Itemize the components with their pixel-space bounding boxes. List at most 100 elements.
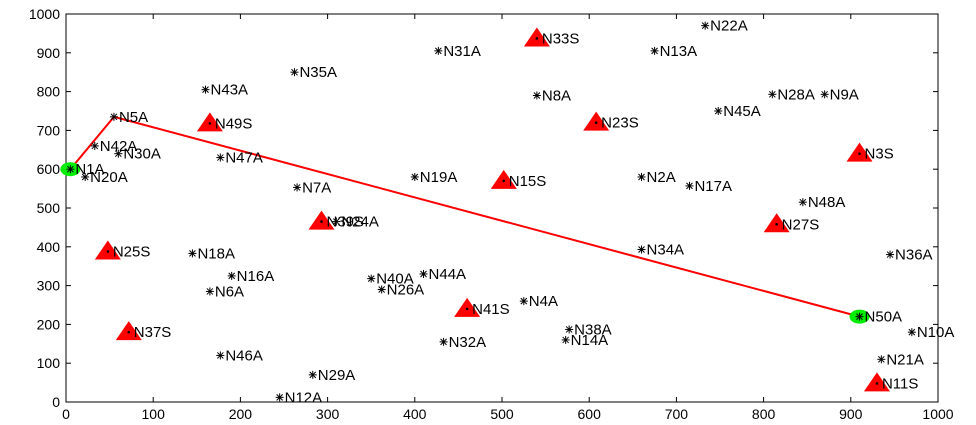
sensor-triangle (196, 112, 223, 132)
star-stroke (114, 150, 122, 158)
node-star (637, 245, 646, 254)
node-label: N6A (215, 283, 244, 300)
node-label: N44A (429, 266, 467, 283)
node-label: N2A (647, 169, 676, 186)
star-stroke (378, 286, 386, 293)
sensor-center-dot (594, 121, 598, 124)
y-tick-label: 900 (37, 45, 61, 61)
node-label: N49S (215, 115, 253, 132)
star-stroke (856, 313, 863, 320)
node-label: N9A (830, 86, 859, 103)
node-label: N4A (529, 293, 558, 310)
star-stroke (714, 107, 722, 115)
star-stroke (799, 198, 807, 206)
y-tick-label: 600 (37, 161, 61, 177)
x-tick-label: 300 (316, 406, 340, 422)
node-label: N18A (197, 245, 235, 262)
sensor-triangle (583, 111, 610, 131)
node-label: N27S (782, 216, 820, 233)
star-stroke (638, 173, 645, 181)
route-line (69, 115, 860, 318)
node-label: N38A (574, 321, 612, 338)
node-label: N32A (449, 334, 487, 351)
sensor-center-dot (208, 122, 212, 125)
sensor-triangle (490, 169, 517, 189)
node-label: N43A (211, 82, 249, 99)
node-star (216, 153, 225, 162)
node-label: N25S (113, 243, 151, 260)
star-stroke (367, 275, 375, 282)
node-label: N45A (723, 103, 761, 120)
node-star (188, 249, 197, 258)
node-star (855, 312, 864, 321)
sensor-triangle (94, 240, 121, 260)
node-label: N24A (341, 214, 379, 231)
node-star (293, 183, 302, 192)
node-star (377, 285, 386, 294)
x-tick-label: 0 (62, 406, 70, 422)
node-star (701, 21, 710, 30)
node-star (367, 274, 376, 283)
y-tick-label: 100 (37, 355, 61, 371)
star-stroke (821, 90, 828, 98)
node-label: N13A (660, 43, 698, 60)
node-star (81, 172, 90, 181)
y-tick-label: 800 (37, 84, 61, 100)
sensor-triangle (846, 142, 873, 162)
node-label: N36A (895, 247, 933, 264)
node-label: N37S (134, 324, 172, 341)
node-label: N30A (123, 146, 161, 163)
star-stroke (411, 173, 419, 181)
node-star (714, 107, 723, 115)
node-label: N23S (601, 115, 639, 132)
star-stroke (216, 154, 224, 161)
node-star (439, 337, 448, 346)
y-tick-label: 700 (37, 122, 61, 138)
node-label: N16A (237, 268, 275, 285)
node-label: N48A (808, 194, 846, 211)
star-stroke (202, 86, 209, 94)
star-stroke (228, 272, 236, 280)
node-star (561, 335, 570, 344)
star-stroke (686, 182, 693, 190)
node-label: N1A (75, 161, 104, 178)
star-stroke (81, 173, 89, 181)
node-label: N8A (542, 87, 571, 104)
y-tick-label: 400 (37, 239, 61, 255)
sensor-center-dot (106, 250, 110, 253)
axes: 0 100 200 300 400 500 600 700 800 900 1000 0 100 200 3… (29, 6, 954, 422)
node-label: N20A (90, 169, 128, 186)
star-stroke (768, 90, 776, 98)
node-star (637, 172, 646, 181)
node-label: N10A (917, 324, 955, 341)
node-label: N47A (225, 150, 263, 167)
node-star (419, 269, 428, 278)
node-star (201, 85, 210, 94)
node-star (650, 46, 659, 55)
node-star (877, 355, 886, 364)
node-star (886, 250, 895, 259)
node-star (290, 68, 299, 77)
star-stroke (651, 47, 658, 55)
sensor-center-dot (535, 37, 539, 40)
star-stroke (206, 288, 214, 295)
x-tick-label: 600 (578, 406, 602, 422)
sensor-center-dot (775, 222, 778, 226)
node-star (768, 90, 777, 99)
node-label: N21A (886, 351, 924, 368)
sensor-center-dot (858, 152, 861, 155)
node-label: N46A (225, 347, 263, 364)
sensor-triangle (763, 213, 790, 233)
star-stroke (533, 92, 541, 99)
node-star (798, 198, 807, 207)
star-stroke (440, 338, 447, 346)
sensor-center-dot (320, 220, 323, 223)
sensor-center-dot (465, 307, 469, 311)
star-stroke (908, 328, 916, 336)
y-tick-label: 500 (37, 200, 61, 216)
node-label: N22A (710, 18, 748, 35)
node-label: N7A (302, 179, 331, 196)
y-tick-label: 200 (37, 316, 61, 332)
node-label: N19A (420, 169, 458, 186)
